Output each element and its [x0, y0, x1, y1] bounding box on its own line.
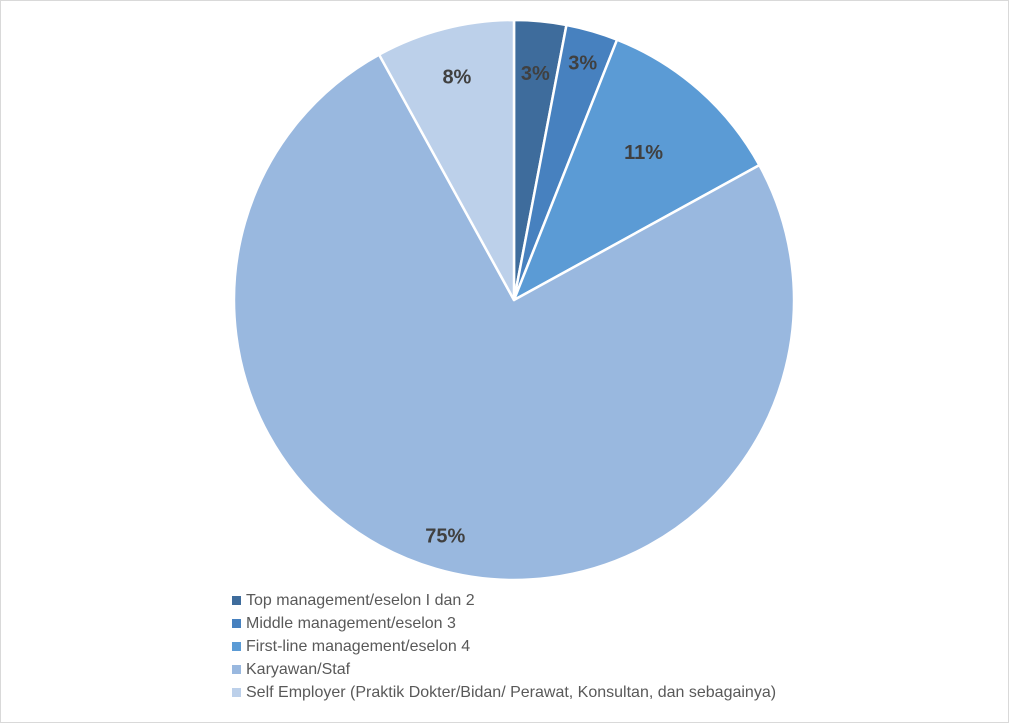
chart-legend: Top management/eselon I dan 2 Middle mana… — [232, 589, 776, 704]
pie-data-labels: 3% 3% 11% 75% 8% — [425, 52, 663, 547]
pie-data-label: 11% — [624, 142, 663, 164]
pie-data-label: 8% — [442, 67, 471, 89]
legend-label: Middle management/eselon 3 — [246, 614, 456, 632]
legend-swatch — [232, 642, 241, 651]
pie-slice — [377, 18, 516, 302]
pie-slices — [232, 18, 796, 582]
pie-data-label: 3% — [521, 63, 550, 85]
legend-swatch — [232, 619, 241, 628]
pie-slice — [512, 38, 761, 302]
pie-slice — [232, 53, 796, 582]
legend-label: First-line management/eselon 4 — [246, 637, 471, 655]
legend-swatch — [232, 596, 241, 605]
legend-item: Middle management/eselon 3 — [232, 612, 776, 635]
legend-item: Self Employer (Praktik Dokter/Bidan/ Per… — [232, 681, 776, 704]
legend-swatch — [232, 688, 241, 697]
legend-swatch — [232, 665, 241, 674]
legend-item: First-line management/eselon 4 — [232, 635, 776, 658]
pie-data-label: 3% — [568, 52, 597, 74]
legend-item: Karyawan/Staf — [232, 658, 776, 681]
legend-label: Karyawan/Staf — [246, 660, 351, 678]
legend-item: Top management/eselon I dan 2 — [232, 589, 776, 612]
legend-label: Top management/eselon I dan 2 — [246, 591, 475, 609]
legend-label: Self Employer (Praktik Dokter/Bidan/ Per… — [246, 683, 777, 701]
pie-data-label: 75% — [425, 526, 465, 548]
